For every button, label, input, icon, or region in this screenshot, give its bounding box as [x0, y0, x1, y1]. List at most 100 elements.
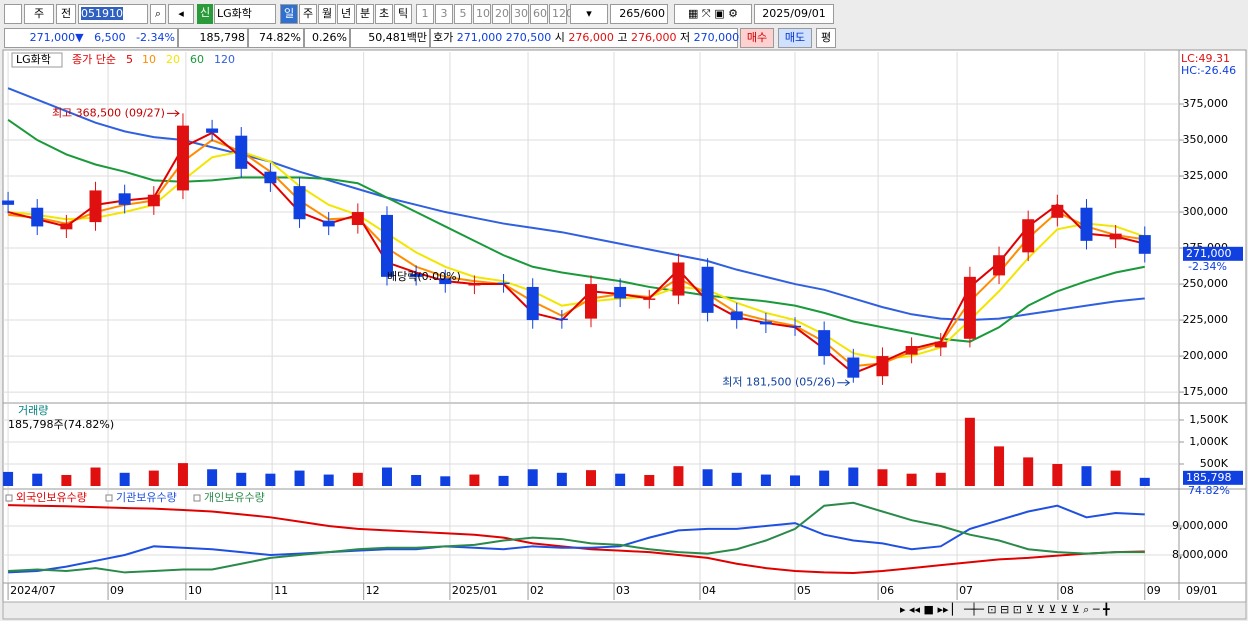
line-series: [7, 138, 1145, 368]
sound-button[interactable]: ◂: [168, 4, 194, 24]
count: 265: [619, 7, 641, 20]
x-tick-label: 12: [366, 584, 380, 597]
x-tick-label: 09: [1147, 584, 1161, 597]
candle-body: [439, 278, 452, 285]
candle-body: [468, 284, 481, 286]
y-tick-label: 300,000: [1183, 205, 1229, 218]
legend-entry: 기관보유수량: [116, 491, 177, 504]
volume-bar: [556, 472, 567, 486]
last-volume: 185,798: [1186, 471, 1232, 484]
code-input[interactable]: 051910: [78, 4, 148, 24]
y-tick-label: 350,000: [1183, 133, 1229, 146]
candle-body: [730, 311, 743, 321]
period-button[interactable]: 30: [511, 4, 529, 24]
volume: 185,798: [178, 28, 248, 48]
unit-button[interactable]: 틱: [394, 4, 412, 24]
volume-bar: [207, 469, 218, 486]
candle-body: [1051, 204, 1064, 218]
period-button[interactable]: 60: [530, 4, 548, 24]
stock-label: LG화학: [16, 53, 51, 66]
panel-subtitle: 185,798주(74.82%): [8, 418, 114, 431]
info-bar: 271,000▼ 6,500 -2.34% 185,798 74.82% 0.2…: [0, 28, 1248, 48]
y-tick-label: 8,000,000: [1172, 548, 1228, 561]
quote-box: 호가 271,000 270,500 시 276,000 고 276,000 저…: [430, 28, 739, 48]
menu-icon[interactable]: [4, 4, 22, 24]
unit-button[interactable]: 주: [299, 4, 317, 24]
bid: 270,500: [505, 31, 552, 44]
unit-button[interactable]: 일: [280, 4, 298, 24]
chart-frame: [2, 49, 1247, 603]
volume-bar: [265, 473, 276, 486]
y-tick-label: 1,000K: [1189, 435, 1228, 448]
line-series: [7, 131, 1146, 375]
x-tick-label: 08: [1060, 584, 1074, 597]
eval-button[interactable]: 평: [816, 28, 836, 48]
sell-button[interactable]: 매도: [778, 28, 812, 48]
open: 276,000: [568, 31, 614, 44]
legend-swatch: [5, 494, 13, 502]
scope-select[interactable]: 전: [56, 4, 76, 24]
annotation-arrow: [166, 109, 180, 117]
x-tick-label: 2025/01: [452, 584, 498, 597]
high: 276,000: [631, 31, 677, 44]
scroll-controls[interactable]: ▸ ◂◂ ■ ▸▸ ▏ ─┼─ ⊡ ⊟ ⊡ ⊻ ⊻ ⊻ ⊻ ⊻ ⌕ ─ ╋: [900, 602, 1110, 616]
unit-button[interactable]: 초: [375, 4, 393, 24]
market-select[interactable]: 주: [24, 4, 54, 24]
x-tick-label: 11: [274, 584, 288, 597]
date-input[interactable]: 2025/09/01: [754, 4, 834, 24]
candle-body: [264, 171, 277, 184]
candle-body: [118, 193, 131, 205]
unit-button[interactable]: 년: [337, 4, 355, 24]
last-change: -2.34%: [1188, 260, 1227, 273]
buy-button[interactable]: 매수: [740, 28, 774, 48]
volume-bar: [411, 474, 422, 486]
search-button[interactable]: ⌕: [150, 4, 166, 24]
volume-bar: [148, 470, 159, 486]
candle-body: [847, 357, 860, 378]
volume-bar: [527, 469, 538, 486]
candle-body: [701, 266, 714, 313]
unit-button[interactable]: 분: [356, 4, 374, 24]
period-button[interactable]: 20: [492, 4, 510, 24]
scroll-bar[interactable]: [2, 601, 1247, 620]
candle-body: [1080, 207, 1093, 241]
tool-icons[interactable]: ▦ ⤧ ▣ ⚙: [674, 4, 752, 24]
period-button[interactable]: 10: [473, 4, 491, 24]
candle-body: [410, 273, 423, 277]
volume-bar: [877, 469, 888, 486]
blank-select[interactable]: ▾: [570, 4, 608, 24]
volume-bar: [236, 472, 247, 486]
period-button[interactable]: 1: [416, 4, 434, 24]
volume-bar: [61, 474, 72, 486]
candle-body: [60, 223, 73, 230]
line-series: [7, 150, 1146, 360]
unit-button[interactable]: 월: [318, 4, 336, 24]
volume-bar: [90, 467, 101, 486]
candle-body: [963, 276, 976, 339]
y-tick-label: 175,000: [1183, 385, 1229, 398]
name-input[interactable]: LG화학: [214, 4, 276, 24]
last-volume-box: [1183, 470, 1243, 485]
price: 271,000: [29, 31, 76, 44]
volume-bar: [615, 473, 626, 486]
low-label: 저: [680, 31, 691, 44]
legend-title: 종가 단순: [72, 53, 116, 66]
period-button[interactable]: 5: [454, 4, 472, 24]
annotation: 배당락(0.00%): [387, 270, 461, 283]
period-button[interactable]: 3: [435, 4, 453, 24]
candle-body: [293, 186, 306, 220]
period-button[interactable]: 120: [549, 4, 573, 24]
last-volume-ratio: 74.82%: [1188, 484, 1230, 497]
code-text: 051910: [81, 7, 123, 20]
volume-bar: [381, 467, 392, 486]
stock-label-box: [11, 52, 63, 68]
volume-bar: [790, 475, 801, 486]
open-label: 시: [554, 31, 565, 44]
volume-bar: [440, 476, 451, 486]
volume-bar: [731, 472, 742, 486]
panel-title: 거래량: [18, 404, 48, 417]
volume-bar: [906, 473, 917, 486]
candle-body: [585, 284, 597, 319]
quote-label: 호가: [433, 31, 454, 44]
